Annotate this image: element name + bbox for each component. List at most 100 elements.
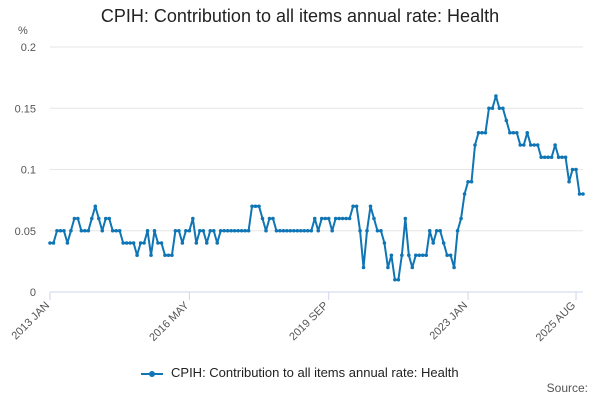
data-point	[445, 253, 449, 258]
data-point	[117, 228, 122, 233]
data-point	[438, 228, 442, 233]
data-point	[333, 216, 338, 221]
data-point	[556, 155, 561, 160]
data-point	[521, 143, 526, 147]
data-point	[76, 216, 80, 221]
data-point	[58, 228, 63, 233]
data-point	[553, 143, 557, 147]
data-point	[163, 253, 167, 258]
y-tick-label: 0.1	[21, 165, 36, 177]
data-point	[365, 228, 369, 233]
data-point	[337, 216, 341, 221]
data-point	[393, 277, 397, 282]
data-point	[420, 253, 425, 258]
data-point	[152, 228, 157, 233]
data-point	[243, 228, 247, 233]
data-point	[55, 228, 59, 233]
data-point	[326, 216, 331, 221]
legend-series-label: CPIH: Contribution to all items annual r…	[171, 365, 459, 380]
x-tick-label: 2016 MAY	[147, 299, 192, 344]
data-point	[107, 216, 112, 221]
data-point	[372, 216, 376, 221]
data-point	[159, 241, 164, 245]
data-point	[110, 228, 115, 233]
data-point	[285, 228, 289, 233]
data-point	[187, 228, 192, 233]
data-point	[504, 118, 509, 123]
data-point	[103, 216, 108, 221]
data-point	[549, 155, 554, 160]
data-point	[389, 253, 394, 258]
data-point	[508, 130, 512, 135]
legend-series-marker-icon	[141, 369, 164, 379]
data-point	[494, 94, 498, 98]
data-point	[131, 241, 136, 245]
data-point	[525, 130, 530, 135]
data-point	[305, 228, 310, 233]
data-point	[546, 155, 550, 160]
y-tick-label: 0	[30, 287, 36, 299]
data-point	[253, 204, 258, 209]
data-point	[413, 253, 418, 258]
data-point	[382, 241, 387, 245]
data-point	[462, 192, 467, 196]
data-point	[267, 216, 272, 221]
data-point	[232, 228, 237, 233]
data-point	[142, 241, 146, 245]
x-tick-label: 2013 JAN	[9, 300, 52, 343]
data-point	[211, 228, 216, 233]
data-point	[452, 265, 456, 270]
data-point	[577, 192, 582, 196]
data-point	[480, 130, 484, 135]
data-point	[96, 216, 101, 221]
legend[interactable]: CPIH: Contribution to all items annual r…	[0, 365, 600, 380]
data-point	[86, 228, 91, 233]
data-point	[396, 277, 401, 282]
data-point	[236, 228, 240, 233]
data-point	[358, 228, 362, 233]
data-point	[581, 192, 585, 196]
data-point	[518, 143, 523, 147]
data-point	[48, 241, 52, 245]
data-point	[271, 216, 275, 221]
data-point	[229, 228, 233, 233]
data-point	[79, 228, 84, 233]
data-point	[149, 253, 153, 258]
data-point	[239, 228, 244, 233]
data-point	[100, 228, 105, 233]
data-point	[487, 106, 491, 111]
data-point	[469, 179, 474, 184]
data-point	[180, 241, 185, 245]
data-point	[201, 228, 206, 233]
data-point	[295, 228, 300, 233]
data-point	[278, 228, 282, 233]
data-point	[515, 130, 519, 135]
data-point	[567, 179, 571, 184]
data-point	[319, 216, 324, 221]
data-point	[51, 241, 56, 245]
data-point	[497, 106, 502, 111]
data-point	[361, 265, 366, 270]
data-point	[490, 106, 495, 111]
data-point	[246, 228, 251, 233]
data-point	[250, 204, 254, 209]
x-tick-label: 2023 JAN	[428, 300, 471, 343]
series-line	[50, 95, 583, 281]
data-point	[208, 228, 213, 233]
data-point	[431, 241, 436, 245]
data-point	[156, 241, 160, 245]
data-point	[281, 228, 286, 233]
data-point	[476, 130, 481, 135]
data-point	[128, 241, 132, 245]
data-point	[124, 241, 129, 245]
data-point	[539, 155, 543, 160]
data-point	[257, 204, 261, 209]
data-point	[222, 228, 226, 233]
data-point	[535, 143, 540, 147]
data-point	[386, 265, 390, 270]
data-point	[542, 155, 547, 160]
y-tick-label: 0.2	[21, 42, 36, 54]
data-point	[312, 216, 317, 221]
data-point	[288, 228, 293, 233]
data-point	[570, 167, 575, 172]
